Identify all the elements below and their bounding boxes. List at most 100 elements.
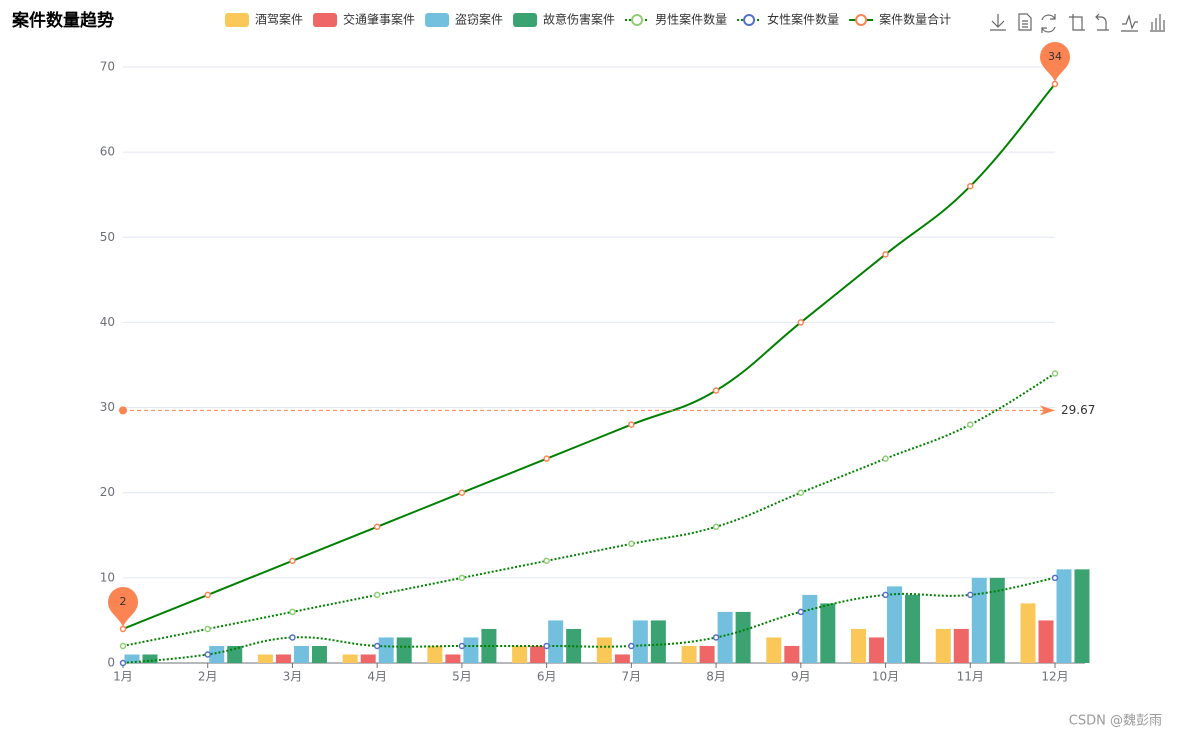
point [1051,370,1059,377]
legend-swatch [743,14,756,26]
point [119,659,127,667]
line [122,372,1056,647]
legend-label[interactable]: 案件数量合计 [879,12,951,27]
point [628,421,635,428]
bar [311,645,327,663]
legend-label[interactable]: 故意伤害案件 [543,12,615,27]
x-tick-label: 2月 [198,670,218,684]
x-tick-label: 3月 [283,670,303,684]
point [1051,80,1059,88]
point [797,319,805,326]
point [967,591,974,599]
bar [802,594,818,663]
x-tick-label: 8月 [706,670,726,684]
point [458,574,466,582]
tool-data-view[interactable] [1018,13,1032,31]
point [289,608,296,616]
point [119,642,127,650]
bar [1056,569,1072,663]
bar [360,654,376,663]
y-tick-label: 10 [100,570,115,584]
bar [905,594,921,663]
bar [766,637,782,663]
y-tick-label: 40 [100,315,115,329]
y-tick-label: 60 [100,145,115,159]
bar [869,637,885,663]
x-tick-label: 5月 [452,670,472,684]
bar [1020,603,1036,663]
tool-zoom[interactable] [1069,14,1085,31]
legend-label[interactable]: 交通肇事案件 [343,12,415,27]
legend-label[interactable]: 男性案件数量 [655,12,727,27]
bar [427,645,443,663]
point [882,591,889,599]
bar [935,628,951,663]
tool-zoom-back[interactable] [1095,13,1109,31]
point [712,387,720,394]
mark-line-label: 29.67 [1061,403,1095,417]
mark-point-label: 2 [120,595,127,608]
x-tick-label: 10月 [872,670,899,684]
point [119,625,127,633]
point [882,455,889,462]
point [712,634,720,641]
point [628,540,635,548]
point [289,557,296,565]
legend-swatch [425,13,450,27]
bar [1074,569,1090,663]
legend-swatch [631,14,644,26]
point [967,421,974,428]
bar [548,620,564,663]
bar [293,645,309,663]
legend-swatch [513,13,538,27]
tool-bar[interactable] [1150,14,1165,32]
bar [209,645,225,663]
legend-label[interactable]: 盗窃案件 [455,12,503,27]
line [122,576,1056,664]
point [373,591,381,599]
x-tick-label: 1月 [113,670,133,684]
toolbox [990,13,1165,33]
tool-line[interactable] [1121,13,1138,32]
mark-line-arrow [1040,405,1055,416]
legend-swatch [855,14,868,26]
legend-label[interactable]: 酒驾案件 [255,12,303,27]
tool-save[interactable] [990,14,1006,31]
point [458,489,466,496]
bar [463,637,479,663]
point [204,625,211,633]
y-tick-label: 30 [100,400,115,414]
bar [650,620,666,663]
mark-point [108,586,138,627]
mark-point-label: 34 [1048,50,1062,63]
bar [784,645,800,663]
bar [512,645,528,663]
y-tick-label: 20 [100,485,115,499]
x-tick-label: 9月 [791,670,811,684]
legend-swatch [225,13,249,27]
legend-label[interactable]: 女性案件数量 [767,12,839,27]
point [289,634,296,641]
bar [530,645,546,663]
mark-line-start [119,406,127,415]
watermark: CSDN @魏彭雨 [1069,714,1162,729]
bar [378,637,394,663]
x-tick-label: 7月 [622,670,642,684]
bar [1038,620,1054,663]
bar [142,654,158,663]
point [1051,574,1059,582]
mark-point [1040,42,1070,83]
point [458,642,466,650]
point [797,489,805,496]
bar [820,603,836,663]
bar [989,577,1005,663]
tool-restore[interactable] [1041,14,1056,33]
point [373,642,381,650]
bar [396,637,412,663]
y-tick-label: 0 [107,656,115,670]
point [967,182,974,190]
bar [887,586,903,663]
bar [681,645,697,663]
point [712,523,720,531]
